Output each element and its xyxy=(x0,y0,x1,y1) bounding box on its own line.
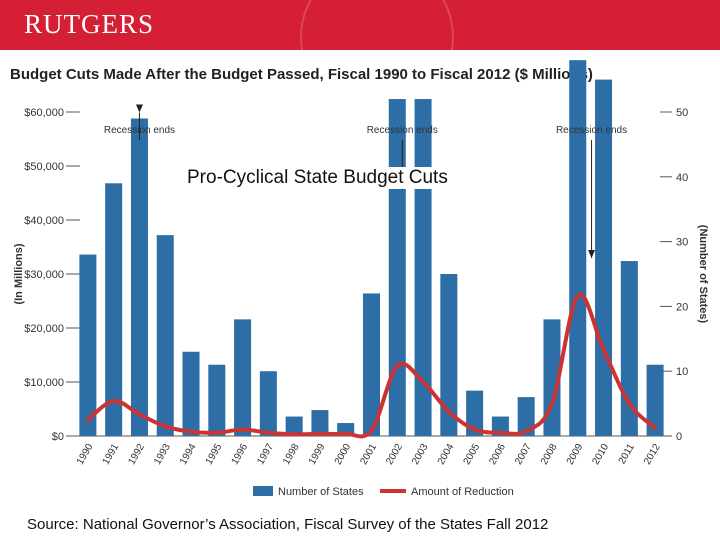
y-tick-label: $50,000 xyxy=(24,161,64,173)
bar-1997 xyxy=(259,371,277,436)
y2-tick-label: 40 xyxy=(676,172,688,184)
bar-1995 xyxy=(208,364,226,436)
x-tick-label: 2000 xyxy=(333,442,354,467)
bar-2012 xyxy=(646,364,664,436)
rutgers-logo: RUTGERS xyxy=(24,9,155,39)
bar-2005 xyxy=(466,390,484,436)
bar-1993 xyxy=(156,235,174,436)
x-tick-label: 2006 xyxy=(487,442,508,467)
y2-tick-label: 50 xyxy=(676,107,688,119)
legend-swatch-number-of-states xyxy=(253,486,273,496)
bar-2001 xyxy=(362,293,381,436)
x-tick-label: 2007 xyxy=(513,442,534,467)
bar-1992 xyxy=(130,118,148,436)
bar-2004 xyxy=(440,274,458,436)
y2-tick-label: 20 xyxy=(676,301,688,313)
y-axis-label: (In Millions) xyxy=(13,243,25,304)
x-tick-label: 2001 xyxy=(358,442,379,467)
y2-tick-label: 30 xyxy=(676,237,688,249)
x-tick-label: 2008 xyxy=(539,442,560,467)
y-tick-label: $30,000 xyxy=(24,269,64,281)
bar-2010 xyxy=(595,79,613,436)
x-tick-label: 1995 xyxy=(204,442,225,467)
x-tick-label: 1996 xyxy=(230,442,251,467)
y2-axis-label: (Number of States) xyxy=(697,225,709,324)
source-note: Source: National Governor’s Association,… xyxy=(27,516,549,533)
bar-1991 xyxy=(105,183,123,436)
x-tick-label: 2010 xyxy=(590,442,611,467)
x-tick-label: 1994 xyxy=(178,442,199,467)
y2-tick-label: 0 xyxy=(676,431,682,443)
y2-tick-label: 10 xyxy=(676,366,688,378)
bar-1994 xyxy=(182,351,200,436)
annotation-recession-ends: Recession ends xyxy=(367,125,438,136)
x-tick-label: 2003 xyxy=(410,442,431,467)
legend-label-number-of-states: Number of States xyxy=(278,486,364,498)
y-tick-label: $10,000 xyxy=(24,377,64,389)
x-tick-label: 2012 xyxy=(642,442,663,467)
bar-2008 xyxy=(543,319,561,436)
legend-label-amount-of-reduction: Amount of Reduction xyxy=(411,486,514,498)
x-tick-label: 2004 xyxy=(436,442,457,467)
header-banner: RUTGERS xyxy=(0,0,720,114)
bar-2007 xyxy=(517,397,535,436)
annotation-recession-ends: Recession ends xyxy=(556,125,627,136)
x-tick-label: 1990 xyxy=(75,442,96,467)
y-tick-label: $40,000 xyxy=(24,215,64,227)
x-tick-label: 1992 xyxy=(126,442,147,467)
x-tick-label: 1997 xyxy=(255,442,276,467)
slide-title-overlay: Pro-Cyclical State Budget Cuts xyxy=(187,167,448,189)
annotation-arrow-head xyxy=(588,250,596,258)
bar-1990 xyxy=(79,254,97,436)
bar-1998 xyxy=(285,416,303,436)
y-tick-label: $0 xyxy=(52,431,64,443)
x-tick-label: 1999 xyxy=(307,442,328,467)
annotation-arrow-head xyxy=(135,104,143,113)
bar-2009 xyxy=(569,60,587,436)
bar-1999 xyxy=(311,410,329,436)
x-tick-label: 2002 xyxy=(384,442,405,467)
x-tick-label: 2005 xyxy=(462,442,483,467)
y-tick-label: $20,000 xyxy=(24,323,64,335)
x-tick-label: 2011 xyxy=(617,442,637,467)
x-tick-label: 1998 xyxy=(281,442,302,467)
series-line-amount-of-reduction xyxy=(85,292,658,439)
x-tick-label: 1991 xyxy=(101,442,122,467)
bar-1996 xyxy=(234,319,252,436)
x-tick-label: 1993 xyxy=(152,442,173,467)
y-tick-label: $60,000 xyxy=(24,107,64,119)
x-tick-label: 2009 xyxy=(565,442,586,467)
bar-2002 xyxy=(388,99,406,436)
chart-title: Budget Cuts Made After the Budget Passed… xyxy=(10,66,593,83)
